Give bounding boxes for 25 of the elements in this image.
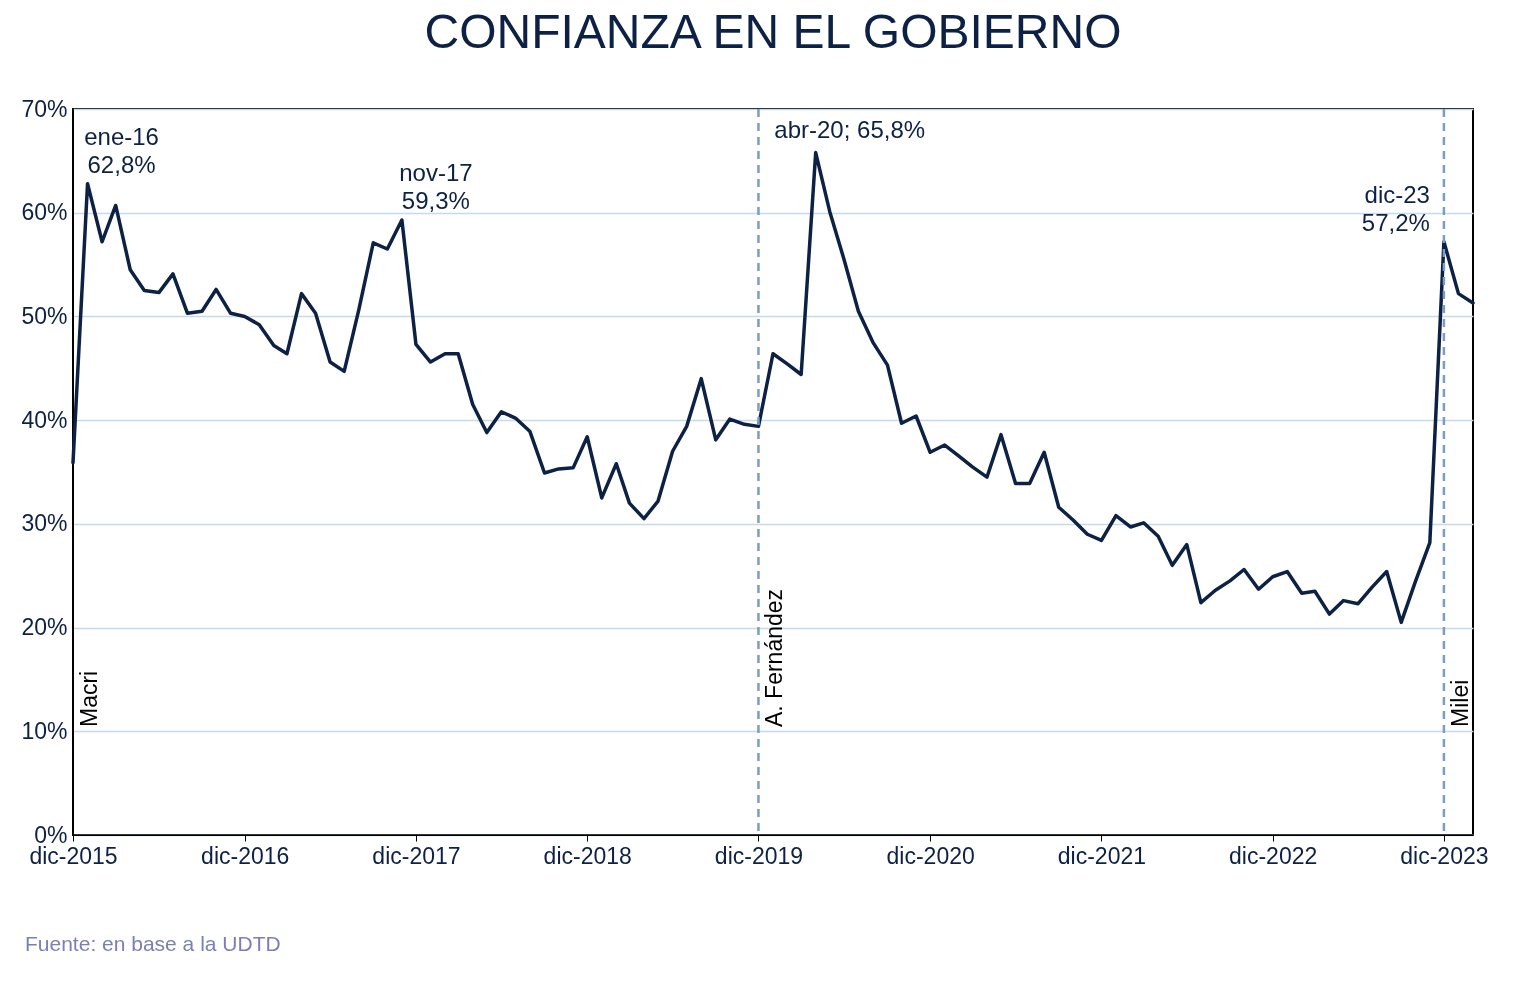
source-note: Fuente: en base a la UDTD <box>25 932 281 955</box>
ref-line-label: Milei <box>1446 679 1473 727</box>
y-tick-label: 10% <box>21 717 68 744</box>
annotation: nov-17 59,3% <box>399 158 473 214</box>
x-tick-label: dic-2018 <box>543 842 632 869</box>
y-tick-label: 20% <box>21 614 68 641</box>
y-tick-label: 70% <box>21 95 68 122</box>
annotation: Macri <box>76 670 102 727</box>
chart-title: CONFIANZA EN EL GOBIERNO <box>424 5 1122 58</box>
x-tick-label: dic-2021 <box>1057 842 1147 869</box>
annotation: ene-16 62,8% <box>84 122 159 178</box>
x-tick-label: dic-2022 <box>1229 842 1318 869</box>
y-tick-label: 40% <box>21 406 68 433</box>
ref-line-label: A. Fernández <box>761 588 788 727</box>
y-tick-label: 30% <box>21 510 68 537</box>
annotation: dic-23 57,2% <box>1361 180 1430 236</box>
x-tick-label: dic-2019 <box>714 842 804 869</box>
x-tick-label: dic-2020 <box>886 842 975 869</box>
y-tick-label: 60% <box>21 199 68 226</box>
x-tick-label: dic-2016 <box>201 842 290 869</box>
annotation: abr-20; 65,8% <box>774 115 926 143</box>
y-tick-label: 50% <box>21 302 68 329</box>
x-tick-label: dic-2017 <box>372 842 461 869</box>
x-tick-label: dic-2015 <box>29 842 118 869</box>
x-tick-label: dic-2023 <box>1400 842 1489 869</box>
